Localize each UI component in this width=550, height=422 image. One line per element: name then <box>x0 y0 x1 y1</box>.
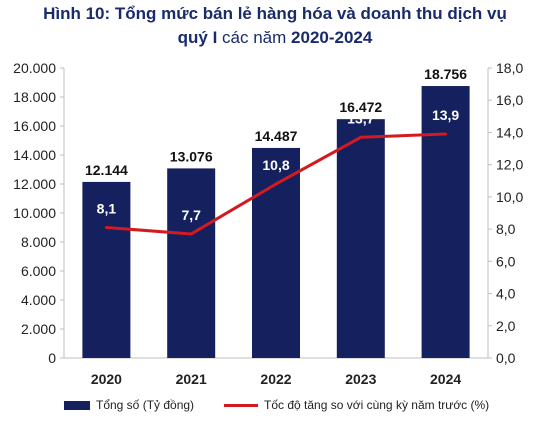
title-years: 2020-2024 <box>291 28 373 47</box>
y-left-tick-label: 0 <box>48 350 56 366</box>
y-left-tick-label: 6.000 <box>21 263 56 279</box>
bar <box>336 119 385 358</box>
line-value-label: 13,7 <box>347 110 374 126</box>
x-tick-label: 2024 <box>430 371 461 387</box>
bar-value-label: 18.756 <box>424 66 467 82</box>
title-mid: các năm <box>217 28 292 47</box>
y-right-tick-label: 12,0 <box>496 157 523 173</box>
y-left-tick-label: 12.000 <box>13 176 56 192</box>
y-left-tick-label: 2.000 <box>21 321 56 337</box>
x-tick-label: 2020 <box>91 371 122 387</box>
line-value-label: 10,8 <box>262 157 289 173</box>
y-left-tick-label: 18.000 <box>13 89 56 105</box>
line-point <box>104 226 108 229</box>
bar <box>167 168 216 358</box>
y-left-tick-label: 10.000 <box>13 205 56 221</box>
legend-item-bar: Tổng số (Tỷ đồng) <box>64 398 194 412</box>
y-right-tick-label: 2,0 <box>496 318 516 334</box>
x-tick-label: 2022 <box>260 371 291 387</box>
line-value-label: 7,7 <box>181 207 201 223</box>
legend-line-swatch <box>224 403 258 407</box>
legend-line-label: Tốc độ tăng so với cùng kỳ năm trước (%) <box>264 398 490 412</box>
y-left-tick-label: 20.000 <box>13 60 56 76</box>
bar-value-label: 12.144 <box>85 162 128 178</box>
y-left-tick-label: 14.000 <box>13 147 56 163</box>
title-figure-number: Hình 10 <box>43 4 105 23</box>
chart-title-line2: quý I các năm 2020-2024 <box>0 26 550 50</box>
title-quarter: quý I <box>177 28 218 47</box>
chart-title: Hình 10: Tổng mức bán lẻ hàng hóa và doa… <box>0 2 550 50</box>
x-tick-label: 2023 <box>345 371 376 387</box>
bar-value-label: 14.487 <box>255 128 298 144</box>
bar-value-label: 16.472 <box>339 99 382 115</box>
bar <box>252 147 300 358</box>
bar <box>82 181 131 358</box>
line-point <box>274 182 278 186</box>
y-right-tick-label: 6,0 <box>496 253 516 269</box>
legend-bar-swatch <box>64 400 90 410</box>
y-right-tick-label: 18,0 <box>496 60 523 76</box>
y-right-tick-label: 0,0 <box>496 350 516 366</box>
legend-item-line: Tốc độ tăng so với cùng kỳ năm trước (%) <box>224 398 489 412</box>
y-right-tick-label: 10,0 <box>496 189 523 205</box>
line-value-label: 13,9 <box>432 107 459 123</box>
bar <box>421 86 470 359</box>
y-left-tick-label: 8.000 <box>21 234 56 250</box>
y-right-tick-label: 8,0 <box>496 221 516 237</box>
title-text-1: : Tổng mức bán lẻ hàng hóa và doanh thu … <box>104 4 507 23</box>
combo-chart: 0 2.000 4.000 6.000 8.000 10.000 12.000 14.000 1… <box>13 60 523 387</box>
y-left-tick-label: 4.000 <box>21 292 56 308</box>
line-point <box>444 132 448 136</box>
legend-bar-label: Tổng số (Tỷ đồng) <box>96 398 195 412</box>
line-point <box>359 135 363 139</box>
y-left-tick-label: 16.000 <box>13 118 56 134</box>
x-tick-label: 2021 <box>176 371 207 387</box>
legend: Tổng số (Tỷ đồng) Tốc độ tăng so với cùn… <box>0 398 550 418</box>
line-value-label: 8,1 <box>97 201 117 217</box>
y-right-tick-label: 14,0 <box>496 124 523 140</box>
y-right-tick-label: 4,0 <box>496 286 516 302</box>
bar-value-label: 13.076 <box>170 148 213 164</box>
y-right-tick-label: 16,0 <box>496 92 523 108</box>
line-point <box>189 232 193 236</box>
chart-title-line1: Hình 10: Tổng mức bán lẻ hàng hóa và doa… <box>0 2 550 26</box>
